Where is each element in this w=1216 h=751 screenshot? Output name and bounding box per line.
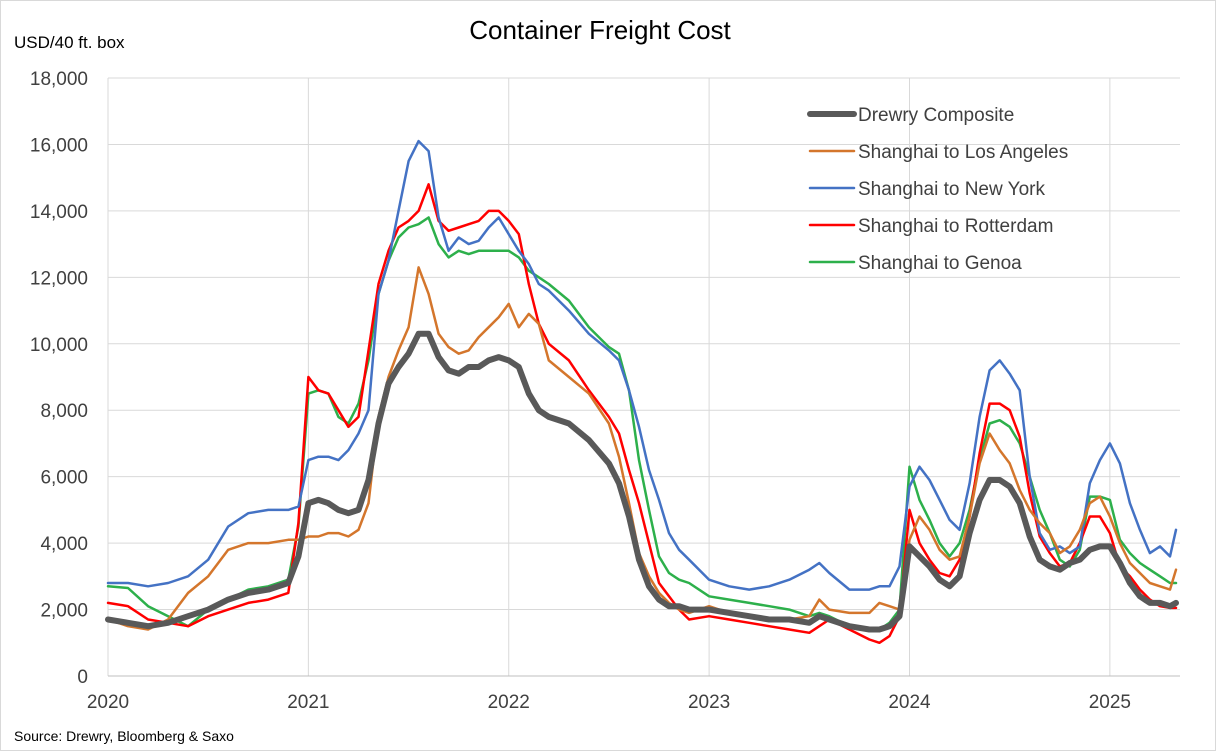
x-tick-label: 2025 <box>1089 692 1131 713</box>
x-tick-label: 2024 <box>888 692 931 713</box>
legend-label: Drewry Composite <box>858 105 1014 126</box>
y-tick-label: 8,000 <box>40 401 88 422</box>
y-axis-ticks: 0 2,000 4,000 6,000 8,000 10,000 12,000 14,000 1… <box>30 69 88 688</box>
y-tick-label: 14,000 <box>30 202 88 223</box>
y-tick-label: 6,000 <box>40 468 88 489</box>
x-tick-label: 2021 <box>287 692 329 713</box>
chart-title: Container Freight Cost <box>469 15 731 45</box>
source-note: Source: Drewry, Bloomberg & Saxo <box>14 728 234 744</box>
x-tick-label: 2022 <box>488 692 530 713</box>
y-tick-label: 12,000 <box>30 268 88 289</box>
legend-label: Shanghai to New York <box>858 179 1045 200</box>
x-tick-label: 2020 <box>87 692 129 713</box>
y-tick-label: 10,000 <box>30 335 88 356</box>
legend: Drewry Composite Shanghai to Los Angeles S… <box>807 105 1068 274</box>
y-tick-label: 16,000 <box>30 135 88 156</box>
series-lines <box>105 139 1179 645</box>
y-tick-label: 2,000 <box>40 601 88 622</box>
y-tick-label: 18,000 <box>30 69 88 90</box>
y-axis-unit-label: USD/40 ft. box <box>14 33 125 52</box>
y-tick-label: 4,000 <box>40 534 88 555</box>
x-tick-label: 2023 <box>688 692 730 713</box>
y-tick-label: 0 <box>77 667 88 688</box>
legend-label: Shanghai to Los Angeles <box>858 142 1068 163</box>
gridlines <box>107 77 1180 677</box>
series-line-shanghai-to-los-angeles <box>106 266 1178 631</box>
x-axis-ticks: 2020 2021 2022 2023 2024 2025 <box>87 692 1131 713</box>
series-line-drewry-composite <box>105 330 1179 633</box>
legend-label: Shanghai to Rotterdam <box>858 216 1053 237</box>
series-line-shanghai-to-new-york <box>106 139 1178 591</box>
legend-label: Shanghai to Genoa <box>858 253 1022 274</box>
